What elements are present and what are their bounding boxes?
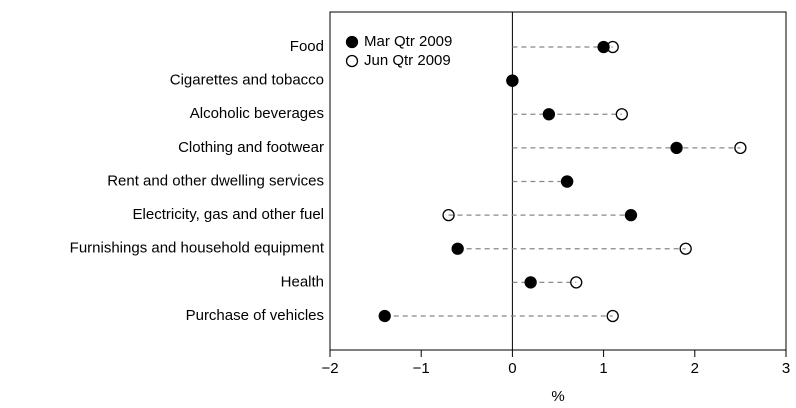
x-tick-label: −2 (321, 360, 338, 377)
category-label: Clothing and footwear (178, 139, 324, 156)
dot (597, 40, 610, 54)
legend-marker (345, 54, 359, 68)
x-tick-label: −1 (413, 360, 430, 377)
plot-frame (329, 11, 787, 351)
dot (442, 208, 455, 222)
category-label: Food (290, 38, 324, 55)
category-label: Furnishings and household equipment (70, 240, 325, 257)
x-axis-label: % (551, 388, 564, 405)
x-tick-label: 2 (691, 360, 699, 377)
dot (524, 276, 537, 289)
dot (670, 141, 683, 155)
dot (506, 74, 519, 87)
legend-marker (345, 35, 359, 49)
x-tick-label: 3 (782, 360, 790, 377)
legend-label: Mar Qtr 2009 (364, 33, 452, 50)
dot (606, 309, 619, 323)
dot (378, 309, 391, 323)
category-label: Alcoholic beverages (190, 105, 324, 122)
category-label: Health (281, 273, 324, 290)
dot (624, 208, 638, 222)
dot (542, 108, 556, 121)
dot (615, 108, 628, 121)
category-label: Rent and other dwelling services (107, 172, 324, 189)
category-label: Cigarettes and tobacco (170, 72, 324, 89)
dot (679, 242, 692, 255)
dot (606, 40, 619, 54)
dot (734, 141, 747, 155)
category-label: Electricity, gas and other fuel (133, 206, 324, 223)
dot (451, 242, 464, 255)
x-tick-label: 1 (599, 360, 607, 377)
dot (570, 276, 583, 289)
dot (560, 175, 574, 188)
legend-label: Jun Qtr 2009 (364, 52, 451, 69)
x-tick-label: 0 (508, 360, 516, 377)
category-label: Purchase of vehicles (186, 307, 324, 324)
